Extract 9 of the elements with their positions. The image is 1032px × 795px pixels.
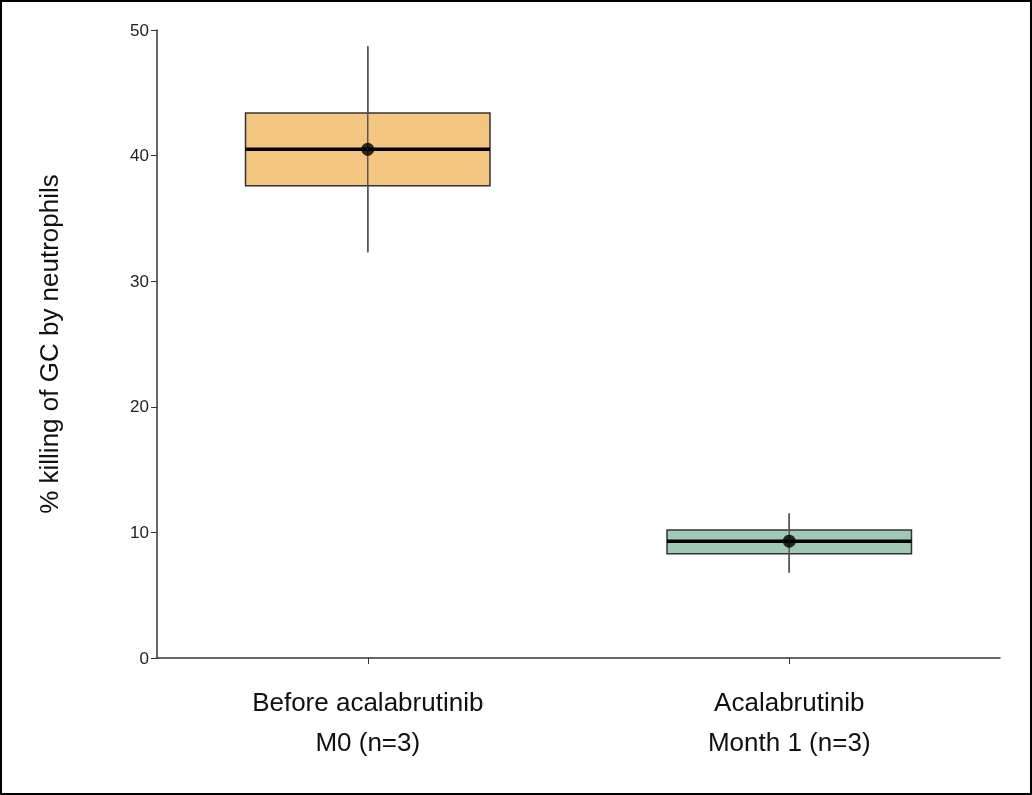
x-tick-label: Before acalabrutinib M0 (n=3) (252, 687, 484, 757)
y-tick-label: 50 (130, 20, 149, 40)
x-tick-label: Acalabrutinib Month 1 (n=3) (707, 687, 871, 757)
y-tick-label: 0 (139, 648, 149, 668)
y-tick-label: 20 (130, 397, 149, 417)
y-axis-title: % killing of GC by neutrophils (34, 174, 64, 514)
y-tick-label: 30 (130, 271, 149, 291)
y-tick-label: 40 (130, 146, 149, 166)
y-tick-label: 10 (130, 522, 149, 542)
